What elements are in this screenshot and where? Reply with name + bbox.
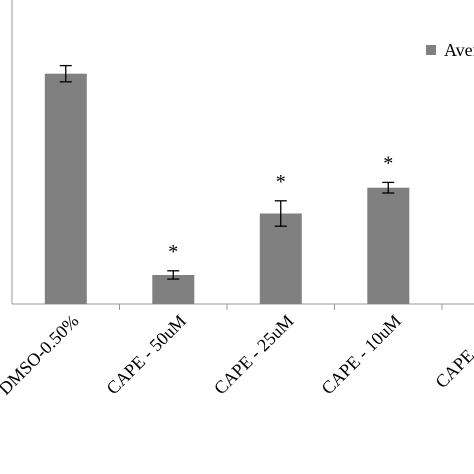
x-ticks-group [119,304,443,310]
legend: Average [426,40,474,60]
bar [44,73,87,304]
significance-star: * [276,171,286,193]
bars-group [44,73,410,304]
x-tick-labels-group: DMSO-0.50% CAPE - 50uM CAPE - 25uM CAPE - 1… [0,311,474,399]
legend-swatch [426,45,436,55]
error-bars-group [59,64,395,280]
bar [259,213,302,304]
bar [152,275,195,304]
x-tick-label: CAPE - 10uM [317,311,405,399]
x-tick-label: DMSO-0.50% [0,311,83,399]
x-tick-label: CAPE - 50uM [102,311,190,399]
significance-star: * [168,241,178,263]
significance-star: * [383,152,393,174]
bar [367,187,410,304]
significance-group: * * * [168,152,393,262]
legend-label: Average [444,40,474,60]
x-tick-label: CAPE - 5uM [431,311,474,392]
x-tick-label: CAPE - 25uM [210,311,298,399]
